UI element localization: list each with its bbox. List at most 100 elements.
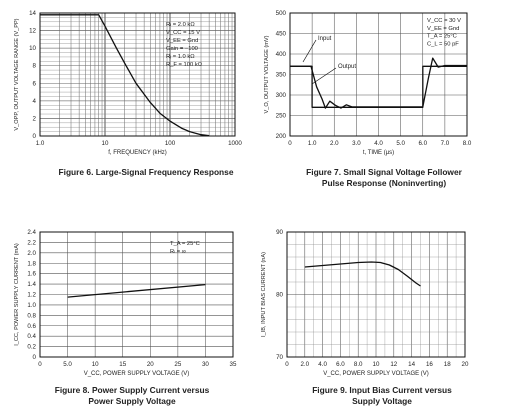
x-tick-label: 12 xyxy=(390,361,397,368)
y-tick-label: 2 xyxy=(33,115,37,122)
x-axis-label: t, TIME (μs) xyxy=(363,150,394,156)
x-tick-label: 8.0 xyxy=(463,140,472,147)
y-tick-label: 90 xyxy=(276,229,283,236)
chart-9: 0 2.0 4.0 6.0 8.0 10 12 14 16 18 20 70 80 90 V_CC, POW… xyxy=(261,229,469,377)
x-tick-label: 0 xyxy=(285,361,289,368)
y-tick-label: 400 xyxy=(276,51,287,58)
x-tick-label: 14 xyxy=(408,361,415,368)
y-axis-label: I_CC, POWER SUPPLY CURRENT (mA) xyxy=(14,243,20,346)
x-tick-label: 5.0 xyxy=(396,140,405,147)
y-tick-label: 200 xyxy=(276,133,287,140)
x-tick-label: 6.0 xyxy=(336,361,345,368)
y-tick-label: 0.8 xyxy=(27,312,36,319)
input-label: Input xyxy=(318,36,332,42)
x-tick-label: 1.0 xyxy=(36,140,45,147)
x-tick-label: 10 xyxy=(373,361,380,368)
annotation-text: R_F = 100 kΩ xyxy=(166,62,203,68)
y-axis-label: V_O, OUTPUT VOLTAGE (mV) xyxy=(264,35,270,113)
y-tick-label: 300 xyxy=(276,92,287,99)
series-line xyxy=(40,14,210,137)
annotation-text: V_EE = Gnd xyxy=(427,26,459,32)
x-tick-label: 4.0 xyxy=(318,361,327,368)
x-tick-label: 7.0 xyxy=(441,140,450,147)
caption-figure-7: Figure 7. Small Signal Voltage Follower … xyxy=(266,167,502,189)
annotation-text: V_EE = Gnd xyxy=(166,38,198,44)
series-line xyxy=(304,261,421,287)
x-tick-label: 20 xyxy=(147,361,154,368)
y-tick-label: 1.8 xyxy=(27,260,36,267)
x-tick-label: 16 xyxy=(426,361,433,368)
y-tick-label: 450 xyxy=(276,31,287,38)
x-tick-label: 6.0 xyxy=(418,140,427,147)
annotation-text: Gain = −100 xyxy=(166,46,198,52)
y-axis-label: V_OPP, OUTPUT VOLTAGE RANGE (V_PP) xyxy=(14,18,20,130)
y-tick-label: 0 xyxy=(33,133,37,140)
y-tick-label: 1.4 xyxy=(27,281,36,288)
y-tick-label: 14 xyxy=(29,10,36,17)
x-tick-label: 18 xyxy=(444,361,451,368)
series-line-output xyxy=(290,57,467,109)
x-axis-label: V_CC, POWER SUPPLY VOLTAGE (V) xyxy=(323,371,429,377)
plot-frame xyxy=(39,231,234,358)
plot-frame xyxy=(286,231,466,358)
y-tick-label: 12 xyxy=(29,28,36,35)
y-tick-label: 1.6 xyxy=(27,271,36,278)
x-tick-label: 100 xyxy=(165,140,176,147)
chart-8: 0 5.0 10 15 20 25 30 35 0 0.2 0.4 0.6 0.8 1.0 1.2 1.4 1.… xyxy=(14,229,237,377)
x-tick-label: 1.0 xyxy=(308,140,317,147)
y-tick-label: 500 xyxy=(276,10,287,17)
plot-frame xyxy=(39,12,236,137)
x-tick-label: 25 xyxy=(174,361,181,368)
x-tick-label: 2.0 xyxy=(300,361,309,368)
y-tick-label: 350 xyxy=(276,72,287,79)
output-pointer xyxy=(311,67,337,85)
x-tick-label: 5.0 xyxy=(63,361,72,368)
x-tick-label: 4.0 xyxy=(374,140,383,147)
y-tick-label: 4 xyxy=(33,98,37,105)
caption-line: Figure 6. Large-Signal Frequency Respons… xyxy=(58,167,234,177)
annotation-text: V_CC = 30 V xyxy=(427,18,461,24)
chart-7: 0 1.0 2.0 3.0 4.0 5.0 6.0 7.0 8.0 200 250 300 350 400… xyxy=(264,10,472,156)
chart-6: 1.0 10 100 1000 0 2 4 6 8 10 12 14 f, FREQUENCY (kHz… xyxy=(14,10,242,156)
annotation-text: Rₗ = ∞ xyxy=(170,249,186,255)
y-tick-label: 1.0 xyxy=(27,302,36,309)
y-tick-label: 0 xyxy=(33,354,37,361)
input-pointer xyxy=(302,39,317,63)
y-tick-label: 10 xyxy=(29,45,36,52)
caption-figure-9: Figure 9. Input Bias Current versus Supp… xyxy=(264,385,500,407)
caption-line: Figure 8. Power Supply Current versus xyxy=(54,385,210,395)
x-tick-label: 2.0 xyxy=(330,140,339,147)
annotation-text: Rᵢ = 1.0 kΩ xyxy=(166,54,195,60)
y-tick-label: 8 xyxy=(33,63,37,70)
caption-line: Power Supply Voltage xyxy=(88,396,176,406)
output-label: Output xyxy=(338,64,356,70)
annotation-text: T_A = 25°C xyxy=(170,241,200,247)
caption-line: Figure 7. Small Signal Voltage Follower xyxy=(306,167,462,177)
y-tick-label: 2.2 xyxy=(27,239,36,246)
x-tick-label: 20 xyxy=(462,361,469,368)
x-tick-label: 35 xyxy=(230,361,237,368)
x-tick-label: 10 xyxy=(102,140,109,147)
y-tick-label: 6 xyxy=(33,80,37,87)
series-line xyxy=(67,283,206,298)
caption-line: Supply Voltage xyxy=(352,396,412,406)
x-tick-label: 1000 xyxy=(228,140,242,147)
annotation-text: C_L = 50 pF xyxy=(427,41,459,47)
y-tick-label: 2.0 xyxy=(27,250,36,257)
x-tick-label: 8.0 xyxy=(354,361,363,368)
caption-line: Pulse Response (Noninverting) xyxy=(321,178,447,188)
y-tick-label: 1.2 xyxy=(27,292,36,299)
plot-frame xyxy=(289,12,468,137)
x-axis-label: V_CC, POWER SUPPLY VOLTAGE (V) xyxy=(84,371,190,377)
caption-figure-8: Figure 8. Power Supply Current versus Po… xyxy=(14,385,250,407)
x-tick-label: 0 xyxy=(38,361,42,368)
y-tick-label: 0.2 xyxy=(27,344,36,351)
x-tick-label: 0 xyxy=(288,140,292,147)
y-tick-label: 0.6 xyxy=(27,323,36,330)
caption-figure-6: Figure 6. Large-Signal Frequency Respons… xyxy=(28,167,264,178)
annotation-text: V_CC = 15 V xyxy=(166,30,200,36)
x-tick-label: 3.0 xyxy=(352,140,361,147)
x-tick-label: 30 xyxy=(202,361,209,368)
y-tick-label: 250 xyxy=(276,113,287,120)
